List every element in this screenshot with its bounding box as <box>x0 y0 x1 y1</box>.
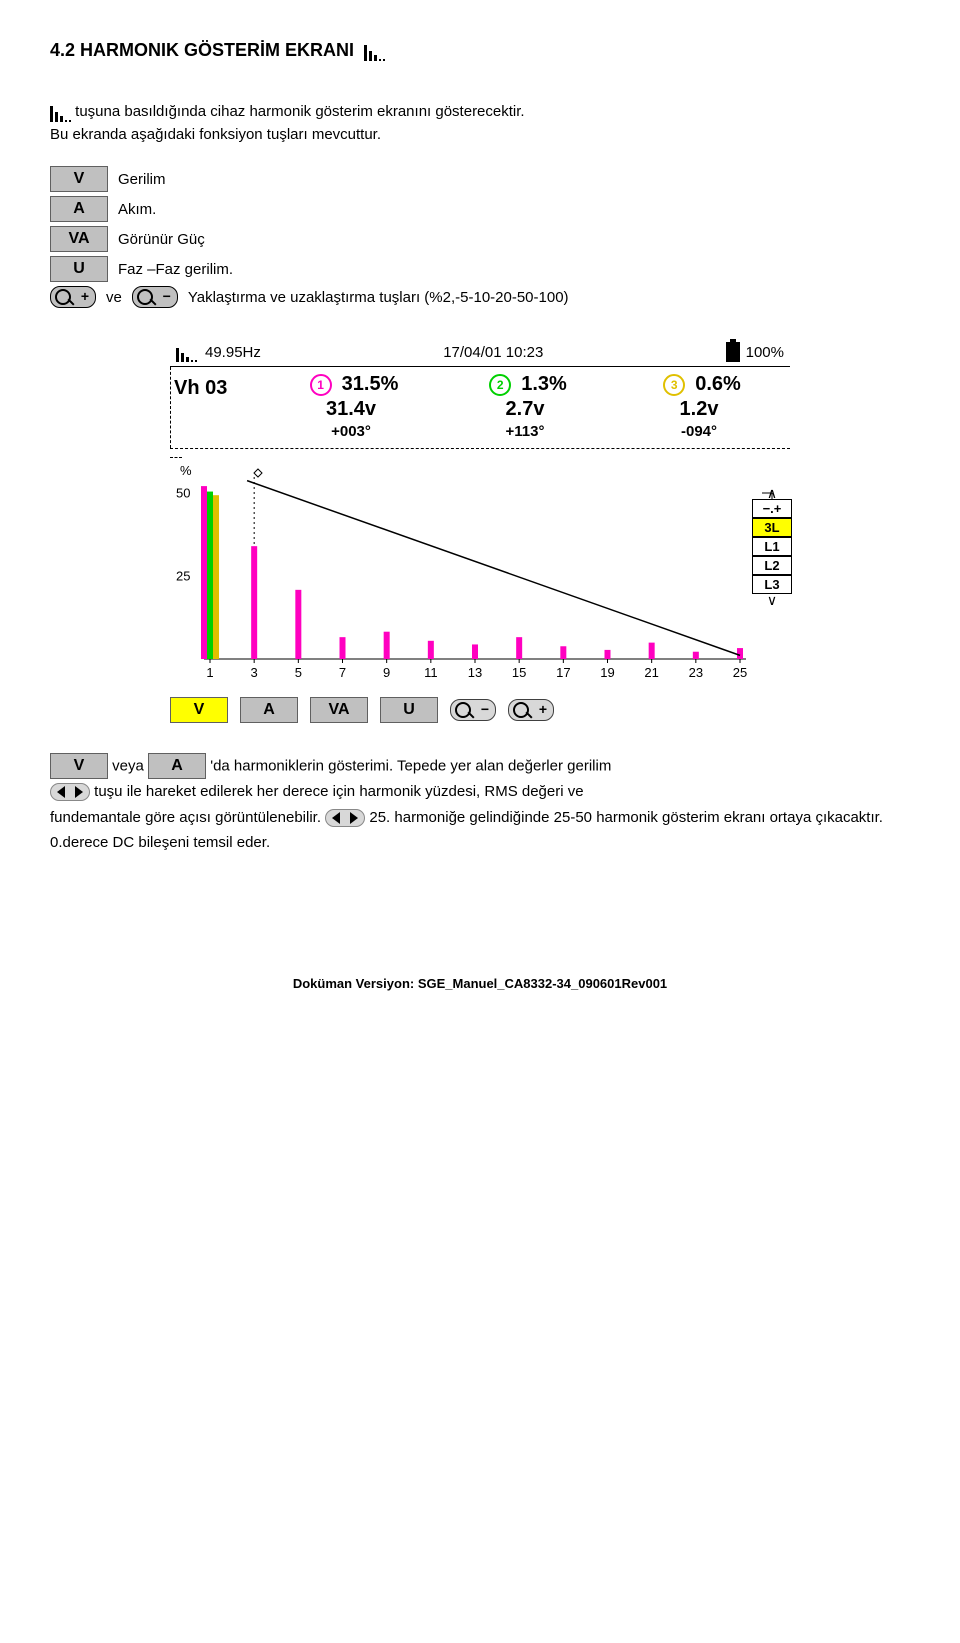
bottom-tabs: V A VA U − + <box>170 697 790 723</box>
legend-text: Gerilim <box>118 171 166 188</box>
side-item[interactable]: L2 <box>752 556 792 575</box>
legend-text: Görünür Güç <box>118 231 205 248</box>
zoom-out-button[interactable]: − <box>132 286 178 308</box>
heading-text: 4.2 HARMONIK GÖSTERİM EKRANI <box>50 40 354 61</box>
svg-text:7: 7 <box>339 665 346 680</box>
bars-icon <box>50 102 71 122</box>
value-column: 2 1.3%2.7v +113° <box>438 373 612 440</box>
svg-text:9: 9 <box>383 665 390 680</box>
nav-arrows[interactable] <box>325 809 365 827</box>
phase-circle: 2 <box>489 374 511 396</box>
bottom-paragraph: V veya A 'da harmoniklerin gösterimi. Te… <box>50 753 910 856</box>
pct-value: 1.3% <box>521 373 567 396</box>
battery-icon <box>726 342 740 362</box>
svg-text:1: 1 <box>206 665 213 680</box>
legend-text: Yaklaştırma ve uzaklaştırma tuşları (%2,… <box>188 289 569 306</box>
svg-text:15: 15 <box>512 665 526 680</box>
battery-value: 100% <box>746 344 784 361</box>
v-button[interactable]: V <box>50 166 108 192</box>
svg-text:21: 21 <box>644 665 658 680</box>
legend-row-va: VA Görünür Güç <box>50 226 910 252</box>
bottom-t1: 'da harmoniklerin gösterimi. Tepede yer … <box>210 757 611 774</box>
ve-text: ve <box>106 289 122 306</box>
freq-value: 49.95Hz <box>205 344 261 361</box>
pct-value: 31.5% <box>342 373 399 396</box>
svg-text:19: 19 <box>600 665 614 680</box>
svg-text:11: 11 <box>424 665 438 680</box>
phase-circle: 1 <box>310 374 332 396</box>
phase-circle: 3 <box>663 374 685 396</box>
svg-text:25: 25 <box>733 665 747 680</box>
legend-row-a: A Akım. <box>50 196 910 222</box>
tab-zoom-in[interactable]: + <box>508 699 554 721</box>
side-top[interactable]: −.+ <box>752 499 792 518</box>
tab-a[interactable]: A <box>240 697 298 723</box>
legend-list: V Gerilim A Akım. VA Görünür Güç U Faz –… <box>50 166 910 308</box>
volt-value: 2.7v <box>438 398 612 421</box>
svg-text:50: 50 <box>176 486 190 501</box>
u-button[interactable]: U <box>50 256 108 282</box>
svg-text:13: 13 <box>468 665 482 680</box>
bottom-t3: fundemantale göre açısı görüntülenebilir… <box>50 809 321 826</box>
bars-icon <box>176 342 197 362</box>
value-column: 1 31.5%31.4v +003° <box>264 373 438 440</box>
intro-paragraph: tuşuna basıldığında cihaz harmonik göste… <box>50 101 910 146</box>
device-screenshot: 49.95Hz 17/04/01 10:23 100% Vh 03 1 31.5%… <box>170 338 790 723</box>
nav-arrows[interactable] <box>50 783 90 801</box>
svg-text:17: 17 <box>556 665 570 680</box>
legend-row-v: V Gerilim <box>50 166 910 192</box>
va-button[interactable]: VA <box>50 226 108 252</box>
veya-text: veya <box>112 757 144 774</box>
harmonic-chart: %5025135791113151719212325 ∧ −.+ 3LL1L2L… <box>170 459 790 689</box>
intro-text-2: Bu ekranda aşağıdaki fonksiyon tuşları m… <box>50 126 381 143</box>
side-item[interactable]: L1 <box>752 537 792 556</box>
svg-text:25: 25 <box>176 568 190 583</box>
value-column: 3 0.6%1.2v -094° <box>612 373 786 440</box>
legend-row-zoom: + ve − Yaklaştırma ve uzaklaştırma tuşla… <box>50 286 910 308</box>
tab-zoom-out[interactable]: − <box>450 699 496 721</box>
volt-value: 1.2v <box>612 398 786 421</box>
deg-value: +113° <box>438 423 612 440</box>
deg-value: +003° <box>264 423 438 440</box>
footer: Doküman Versiyon: SGE_Manuel_CA8332-34_0… <box>50 976 910 991</box>
legend-text: Faz –Faz gerilim. <box>118 261 233 278</box>
legend-text: Akım. <box>118 201 156 218</box>
svg-text:23: 23 <box>689 665 703 680</box>
side-item[interactable]: 3L <box>752 518 792 537</box>
datetime-value: 17/04/01 10:23 <box>443 344 543 361</box>
vh-label: Vh 03 <box>174 373 264 440</box>
bottom-t2: tuşu ile hareket edilerek her derece içi… <box>94 783 583 800</box>
side-panel: ∧ −.+ 3LL1L2L3 ∨ <box>752 487 792 606</box>
a-button[interactable]: A <box>50 196 108 222</box>
up-arrow-icon[interactable]: ∧ <box>752 487 792 499</box>
v-button-inline[interactable]: V <box>50 753 108 779</box>
section-heading: 4.2 HARMONIK GÖSTERİM EKRANI <box>50 40 910 61</box>
down-arrow-icon[interactable]: ∨ <box>752 594 792 606</box>
svg-text:5: 5 <box>295 665 302 680</box>
pct-value: 0.6% <box>695 373 741 396</box>
intro-text-1: tuşuna basıldığında cihaz harmonik göste… <box>75 103 524 120</box>
bars-icon <box>364 41 385 61</box>
legend-row-u: U Faz –Faz gerilim. <box>50 256 910 282</box>
scr-header: 49.95Hz 17/04/01 10:23 100% <box>170 338 790 367</box>
svg-text:%: % <box>180 463 192 478</box>
a-button-inline[interactable]: A <box>148 753 206 779</box>
svg-text:3: 3 <box>251 665 258 680</box>
value-row: Vh 03 1 31.5%31.4v +003° 2 1.3%2.7v +113° 3 0.6… <box>170 367 790 449</box>
zoom-in-button[interactable]: + <box>50 286 96 308</box>
volt-value: 31.4v <box>264 398 438 421</box>
tab-u[interactable]: U <box>380 697 438 723</box>
deg-value: -094° <box>612 423 786 440</box>
tab-v[interactable]: V <box>170 697 228 723</box>
tab-va[interactable]: VA <box>310 697 368 723</box>
